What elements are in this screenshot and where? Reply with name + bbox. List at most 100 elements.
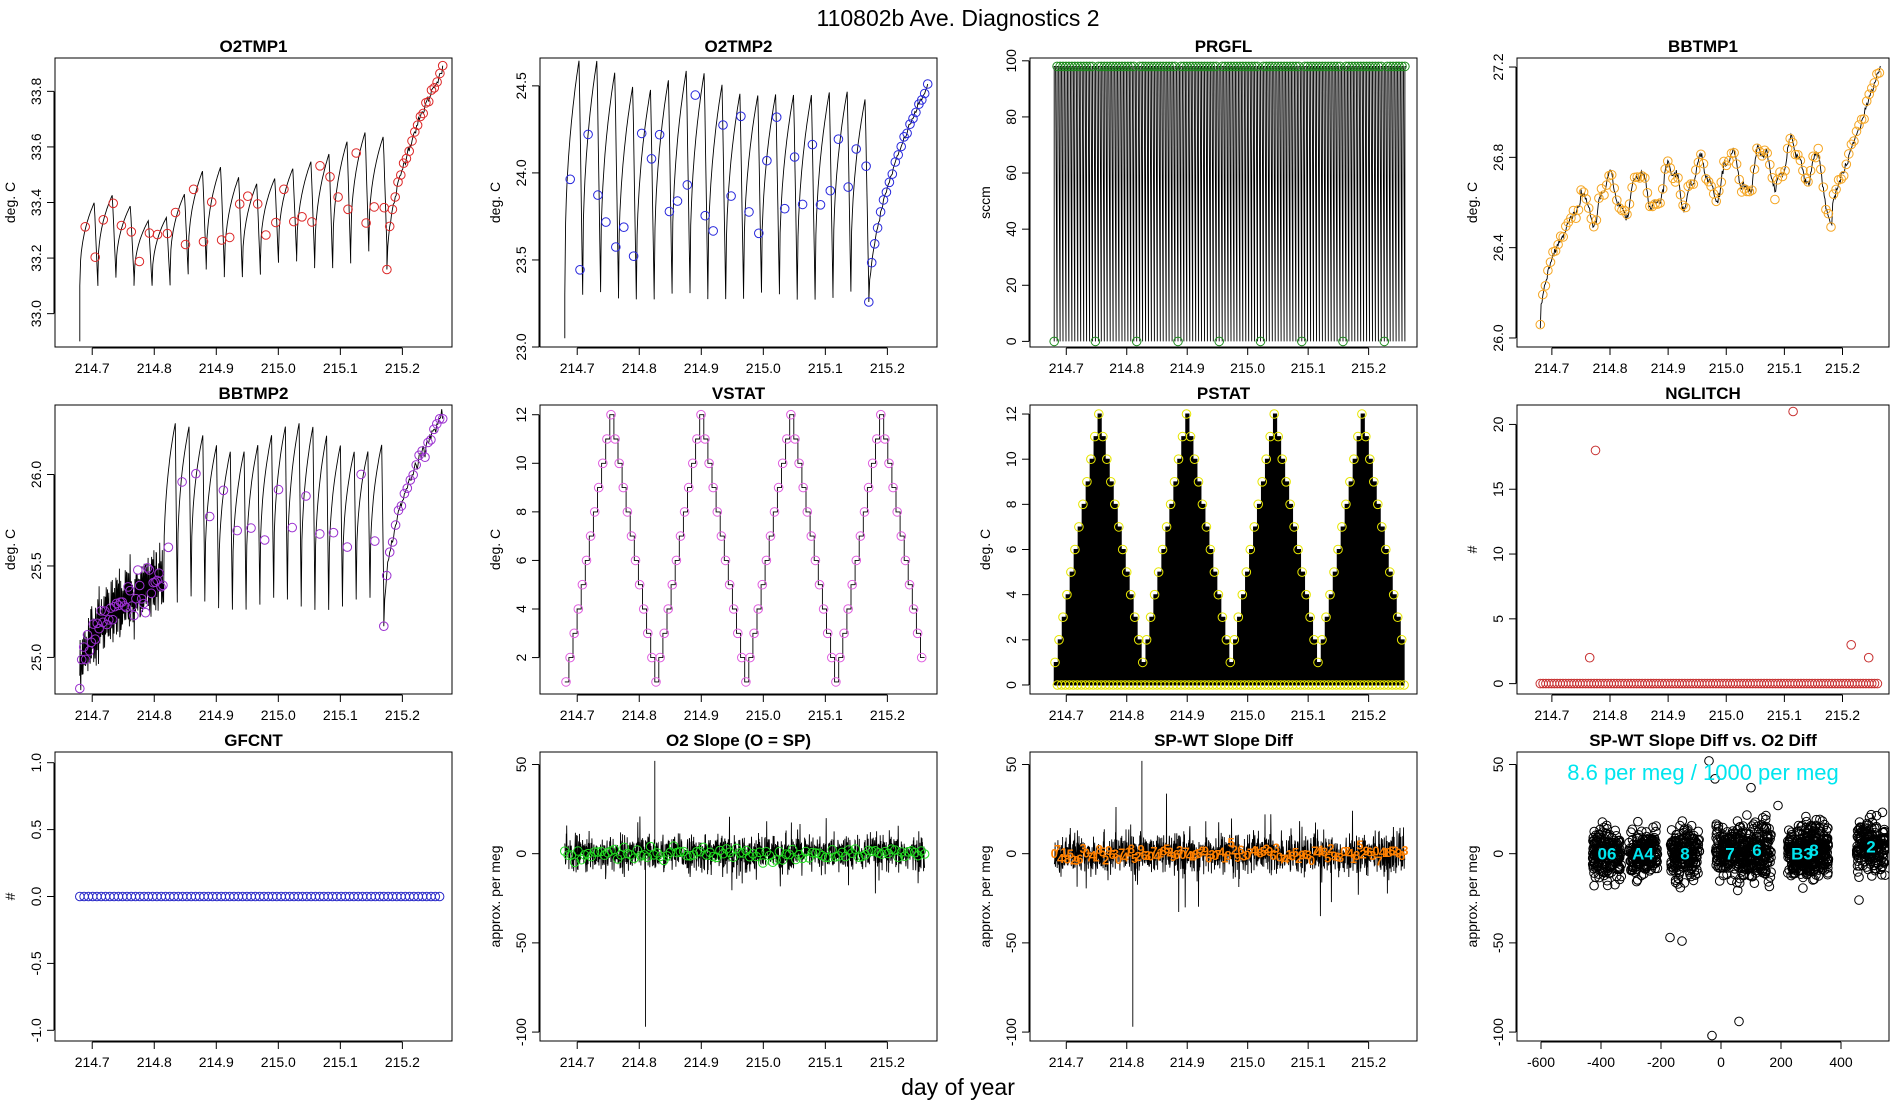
digit-marker: 5 [1131,851,1138,866]
x-tick-label: 214.7 [1534,360,1569,376]
data-point [643,628,653,639]
data-point [716,531,727,541]
panel-title: GFCNT [224,731,283,750]
y-tick-label: 40 [1003,221,1019,237]
x-tick-label: 215.0 [1709,360,1744,376]
data-point [1100,680,1110,690]
data-point [1588,850,1599,861]
cluster-label: 8 [1680,845,1689,864]
x-tick-label: 215.2 [1351,707,1386,723]
data-point [1855,822,1866,833]
data-point [1816,839,1827,850]
data-point [218,485,229,496]
digit-marker: 5 [1292,845,1299,860]
data-point [1734,174,1744,185]
x-tick-label: 215.0 [746,707,781,723]
data-point [1677,936,1687,946]
data-point [1786,831,1796,842]
y-axis-label: deg. C [487,182,503,223]
data-point [396,501,407,511]
data-point [1851,126,1862,137]
data-point [1388,589,1399,600]
data-point [1377,522,1387,532]
data-point [1810,152,1821,163]
data-point [1259,680,1270,690]
y-tick-label: 50 [1003,756,1019,772]
data-point [1738,826,1748,837]
data-point [1131,336,1142,347]
y-tick-label: 33.8 [28,78,44,105]
data-point [1788,869,1798,879]
plot-area [560,760,930,1027]
plot-frame [539,57,938,348]
y-tick-label: 50 [1490,756,1506,772]
data-point [1096,680,1106,690]
data-point [1610,825,1620,836]
data-point [1173,454,1184,465]
data-point [908,113,918,124]
data-point [900,555,911,566]
data-point [1387,680,1397,690]
data-point [1369,477,1379,487]
y-axis-label: deg. C [487,529,503,570]
data-point [581,555,592,566]
data-point [768,857,778,868]
data-point [718,120,728,130]
data-point [1145,612,1156,623]
digit-marker: 0 [1276,849,1283,864]
data-point [1773,800,1783,811]
data-point [1394,61,1404,72]
data-point [1782,143,1793,154]
digit-marker: 1 [1318,842,1325,857]
data-point [1129,612,1140,623]
data-point [1341,499,1351,510]
data-point [1213,589,1224,600]
data-point [1878,852,1889,862]
data-point [1594,193,1604,203]
y-axis-label: sccm [977,186,993,219]
data-point [1823,208,1834,219]
data-point [1117,544,1128,555]
data-point [708,482,719,493]
y-tick-label: 10 [513,455,529,471]
data-point [606,409,616,420]
x-tick-label: 215.2 [1351,1054,1386,1070]
data-point [757,579,768,590]
digit-marker: 9 [1234,850,1241,865]
data-point [1874,68,1885,78]
data-point [1831,184,1841,195]
x-tick-label: 215.1 [323,707,358,723]
data-point [583,129,593,140]
data-point [1614,852,1625,863]
x-tick-label: 0 [1717,1054,1725,1070]
data-point [1613,854,1623,865]
data-point [98,215,109,225]
data-point [1181,409,1192,419]
y-tick-label: 0.5 [28,820,44,840]
data-point [1205,544,1216,555]
data-point [835,652,845,663]
data-point [911,107,921,118]
data-point [1818,182,1829,192]
x-tick-label: 214.8 [622,1054,657,1070]
data-point [1581,194,1591,204]
y-tick-label: 24.0 [513,159,529,186]
y-tick-label: 2 [513,653,529,661]
data-point [1683,824,1693,834]
data-point [1601,839,1612,849]
digit-marker: 4 [1314,845,1322,860]
digit-marker: 0 [1147,848,1154,863]
data-point [575,265,585,275]
plot-frame [1029,57,1418,348]
data-point [632,845,643,855]
data-point [815,200,826,210]
data-point [1819,819,1830,830]
data-point [741,845,752,856]
y-tick-label: 25.5 [28,552,44,579]
y-tick-label: 20 [1490,416,1506,432]
digit-marker: 2 [1295,851,1302,866]
data-point [1854,120,1864,130]
data-point [733,628,743,639]
data-point [1309,635,1319,645]
data-point [1622,209,1632,220]
